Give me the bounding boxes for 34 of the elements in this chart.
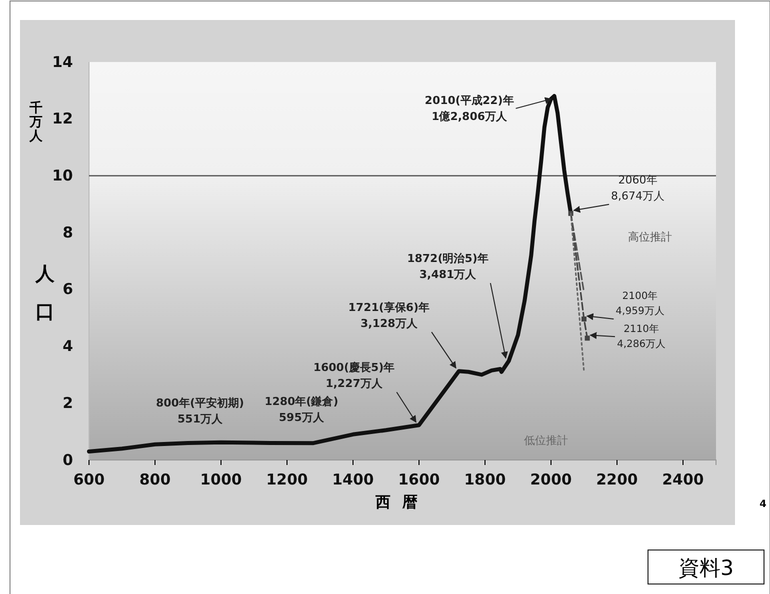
y-tick-label: 0 [62,450,73,469]
text: 4 [760,499,767,510]
x-tick-label: 1600 [398,470,440,488]
x-tick-label: 1400 [332,470,374,488]
text: 低位推計 [524,434,568,447]
y-tick-label: 8 [62,223,73,242]
text: 千万人 [28,100,44,144]
annotation: 1280年(鎌倉) 595万人 [264,395,338,424]
annotation: 1872(明治5)年 3,481万人 [407,252,488,282]
annotation: 1600(慶長5)年 1,227万人 [313,361,395,390]
text: 高位推計 [628,230,672,244]
y-tick-label: 14 [52,52,73,71]
y-tick-label: 4 [62,337,73,356]
x-tick-label: 2000 [530,470,572,488]
x-tick-label: 2200 [596,470,638,488]
annotation: 2100年 4,959万人 [616,290,664,318]
x-tick-label: 1200 [266,470,308,488]
annotation: 2060年 8,674万人 [611,173,665,202]
text: 資料3 [678,556,734,580]
y-tick-label: 6 [62,280,73,298]
annotation: 1721(享保6)年 3,128万人 [348,301,430,330]
y-tick-label: 2 [62,394,73,412]
annotation: 2110年 4,286万人 [616,323,666,350]
x-tick-label: 800 [139,470,171,488]
x-tick-label: 1800 [464,470,506,488]
x-tick-label: 600 [73,470,105,488]
x-axis-title: 西暦 [374,493,430,511]
annotation: 800年(平安初期) 551万人 [156,396,244,426]
y-axis-title: 人口 [34,263,56,323]
x-tick-label: 2400 [662,470,704,488]
y-tick-label: 10 [52,166,73,185]
y-tick-label: 12 [52,110,73,128]
annotation: 2010(平成22)年 1億2,806万人 [424,94,514,123]
x-tick-label: 1000 [200,470,242,488]
